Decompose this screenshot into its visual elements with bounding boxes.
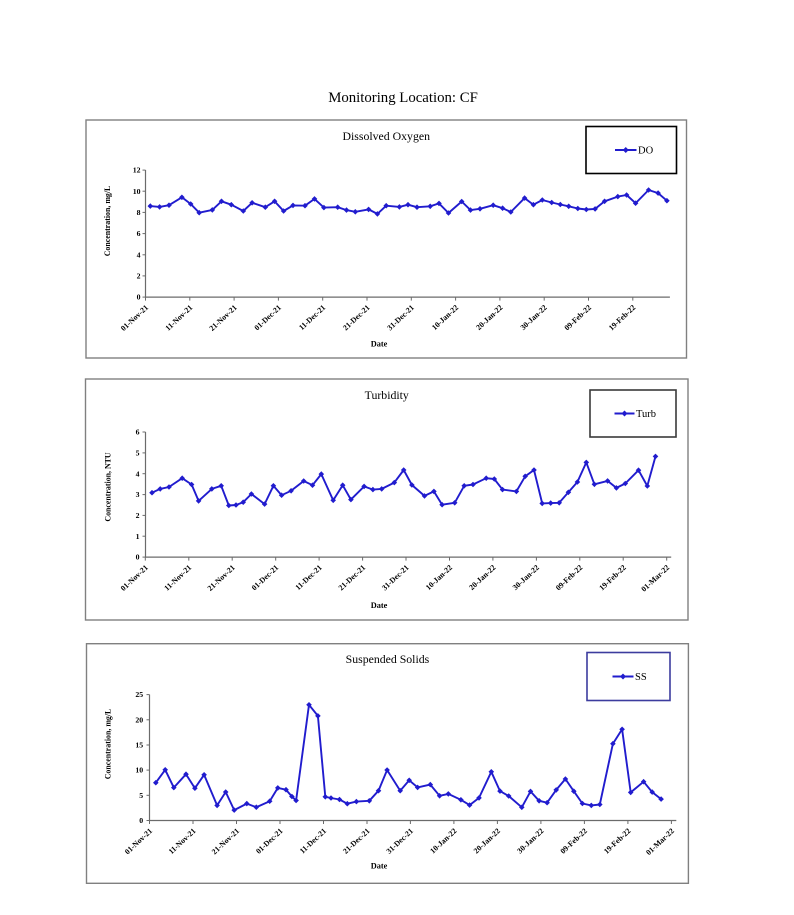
svg-text:3: 3 (136, 490, 140, 499)
svg-text:8: 8 (137, 208, 141, 217)
svg-text:Dissolved Oxygen: Dissolved Oxygen (343, 129, 431, 143)
svg-text:4: 4 (137, 250, 141, 259)
svg-text:5: 5 (139, 791, 143, 800)
svg-text:Turbidity: Turbidity (365, 388, 409, 402)
svg-text:Concentration, mg/L: Concentration, mg/L (104, 709, 113, 780)
svg-text:2: 2 (137, 272, 141, 281)
svg-text:Concentration, mg/L: Concentration, mg/L (103, 186, 112, 257)
svg-text:0: 0 (136, 553, 140, 562)
svg-text:0: 0 (137, 293, 141, 302)
svg-text:SS: SS (635, 672, 647, 683)
svg-text:Date: Date (371, 601, 388, 610)
svg-text:Date: Date (371, 340, 388, 349)
svg-text:6: 6 (136, 428, 140, 437)
svg-text:6: 6 (137, 229, 141, 238)
svg-text:1: 1 (136, 532, 140, 541)
svg-text:Turb: Turb (636, 409, 656, 420)
svg-text:12: 12 (133, 166, 141, 175)
svg-text:20: 20 (135, 715, 143, 724)
svg-text:10: 10 (133, 187, 141, 196)
svg-text:DO: DO (638, 146, 654, 157)
svg-text:Monitoring Location: CF: Monitoring Location: CF (328, 90, 478, 106)
svg-text:10: 10 (135, 766, 143, 775)
svg-text:Concentration, NTU: Concentration, NTU (104, 452, 113, 522)
svg-text:25: 25 (135, 690, 143, 699)
svg-text:Suspended Solids: Suspended Solids (346, 652, 430, 666)
svg-text:5: 5 (136, 449, 140, 458)
svg-text:4: 4 (136, 469, 140, 478)
svg-text:2: 2 (136, 511, 140, 520)
svg-text:Date: Date (371, 862, 388, 871)
svg-text:15: 15 (135, 741, 143, 750)
svg-text:0: 0 (139, 816, 143, 825)
